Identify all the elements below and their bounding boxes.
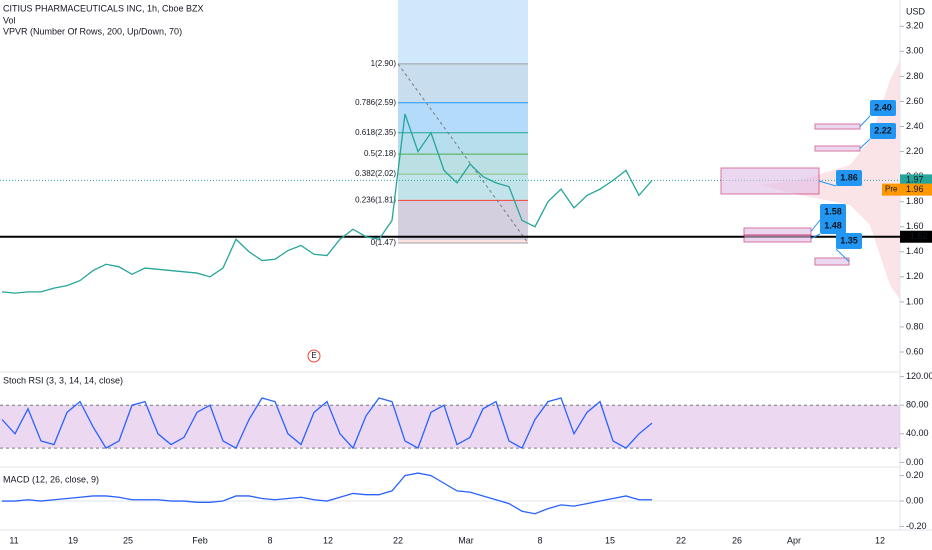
callout-pointer	[818, 180, 837, 187]
macd-title: MACD (12, 26, close, 9)	[3, 474, 99, 484]
last-badge	[900, 174, 932, 187]
y-tick-label: 2.80	[906, 71, 924, 81]
pre-prefix: Pre	[885, 185, 898, 194]
callout-pointer	[859, 115, 871, 127]
pink-zone	[814, 257, 850, 266]
fib-label: 1(2.90)	[371, 59, 397, 68]
level-label: 1.52	[910, 231, 928, 241]
stoch-title: Stoch RSI (3, 3, 14, 14, close)	[3, 375, 123, 385]
x-tick-label: 19	[68, 535, 78, 545]
pink-zone	[814, 123, 861, 130]
y-tick-label: 120.00	[906, 371, 932, 381]
callout-pointer	[859, 138, 871, 149]
y-tick-label: 0.20	[906, 470, 924, 480]
x-tick-label: Apr	[787, 535, 801, 545]
y-tick-label: 2.40	[906, 121, 924, 131]
price-line	[1, 113, 653, 294]
fib-label: 0.5(2.18)	[364, 149, 396, 158]
x-tick-label: 25	[123, 535, 133, 545]
y-tick-label: 2.20	[906, 146, 924, 156]
fib-label: 0.382(2.02)	[355, 169, 396, 178]
y-tick-label: 40.00	[906, 428, 929, 438]
stoch-band	[0, 405, 900, 449]
pink-zone	[743, 234, 812, 243]
fib-label: 0.236(1.81)	[355, 196, 396, 205]
fib-trend	[397, 63, 529, 244]
x-tick-label: 11	[9, 535, 18, 545]
callout-pointer	[835, 248, 850, 262]
pre-label: 1.96	[906, 184, 924, 194]
y-tick-label: 1.00	[906, 296, 924, 306]
callout-box	[820, 218, 846, 234]
callout-box	[836, 233, 862, 249]
x-tick-label: Mar	[458, 535, 474, 545]
y-tick-label: 3.00	[906, 46, 924, 56]
callout-box	[870, 100, 896, 116]
pre-badge	[882, 183, 932, 196]
y-tick-label: 0.60	[906, 346, 924, 356]
callout-label: 2.40	[874, 102, 892, 112]
y-tick-label: 0.00	[906, 495, 924, 505]
y-tick-label: 0.80	[906, 321, 924, 331]
x-tick-label: 8	[267, 535, 272, 545]
callout-pointer	[810, 233, 821, 239]
y-tick-label: 1.20	[906, 271, 924, 281]
y-tick-label: 1.40	[906, 246, 924, 256]
x-tick-label: 22	[676, 535, 686, 545]
indicator-line	[1, 397, 653, 450]
x-tick-label: 8	[537, 535, 542, 545]
fib-zone	[398, 132, 528, 155]
volume-label: Vol	[3, 15, 16, 25]
earnings-marker	[307, 349, 321, 363]
indicator-line	[2, 472, 652, 515]
y-tick-label: -0.20	[906, 521, 927, 531]
earnings-label: E	[311, 351, 316, 360]
callout-label: 1.86	[840, 172, 858, 182]
callout-pointer	[810, 219, 821, 232]
fib-label: 0(1.47)	[371, 238, 397, 247]
currency: USD	[906, 6, 926, 16]
level-badge	[900, 230, 932, 243]
x-tick-label: 15	[605, 535, 615, 545]
vpvr-label: VPVR (Number Of Rows, 200, Up/Down, 70)	[3, 26, 182, 36]
x-tick-label: 12	[323, 535, 333, 545]
symbol-title: CITIUS PHARMACEUTICALS INC, 1h, Cboe BZX	[3, 3, 204, 13]
fib-zone	[398, 154, 528, 175]
callout-label: 1.58	[824, 206, 842, 216]
callout-label: 2.22	[874, 125, 892, 135]
last-label: 1.97	[906, 175, 924, 185]
y-tick-label: 2.60	[906, 96, 924, 106]
x-tick-label: Feb	[192, 535, 208, 545]
fib-label: 0.786(2.59)	[355, 98, 396, 107]
fib-zone	[398, 63, 528, 103]
x-tick-label: 12	[875, 535, 885, 545]
y-tick-label: 80.00	[906, 400, 929, 410]
fib-zone	[398, 102, 528, 133]
pink-zone	[720, 167, 820, 195]
volume-profile	[760, 60, 900, 300]
x-tick-label: 22	[393, 535, 403, 545]
callout-box	[870, 123, 896, 139]
x-tick-label: 26	[732, 535, 742, 545]
y-tick-label: 0.00	[906, 457, 924, 467]
y-tick-label: 3.20	[906, 21, 924, 31]
fib-zone	[398, 174, 528, 201]
callout-label: 1.48	[824, 220, 842, 230]
y-tick-label: 1.60	[906, 221, 924, 231]
y-tick-label: 1.80	[906, 196, 924, 206]
callout-label: 1.35	[840, 235, 858, 245]
callout-box	[836, 170, 862, 186]
pink-zone	[814, 145, 861, 152]
pink-zone	[743, 227, 812, 236]
fib-label: 0.618(2.35)	[355, 128, 396, 137]
callout-box	[820, 204, 846, 220]
